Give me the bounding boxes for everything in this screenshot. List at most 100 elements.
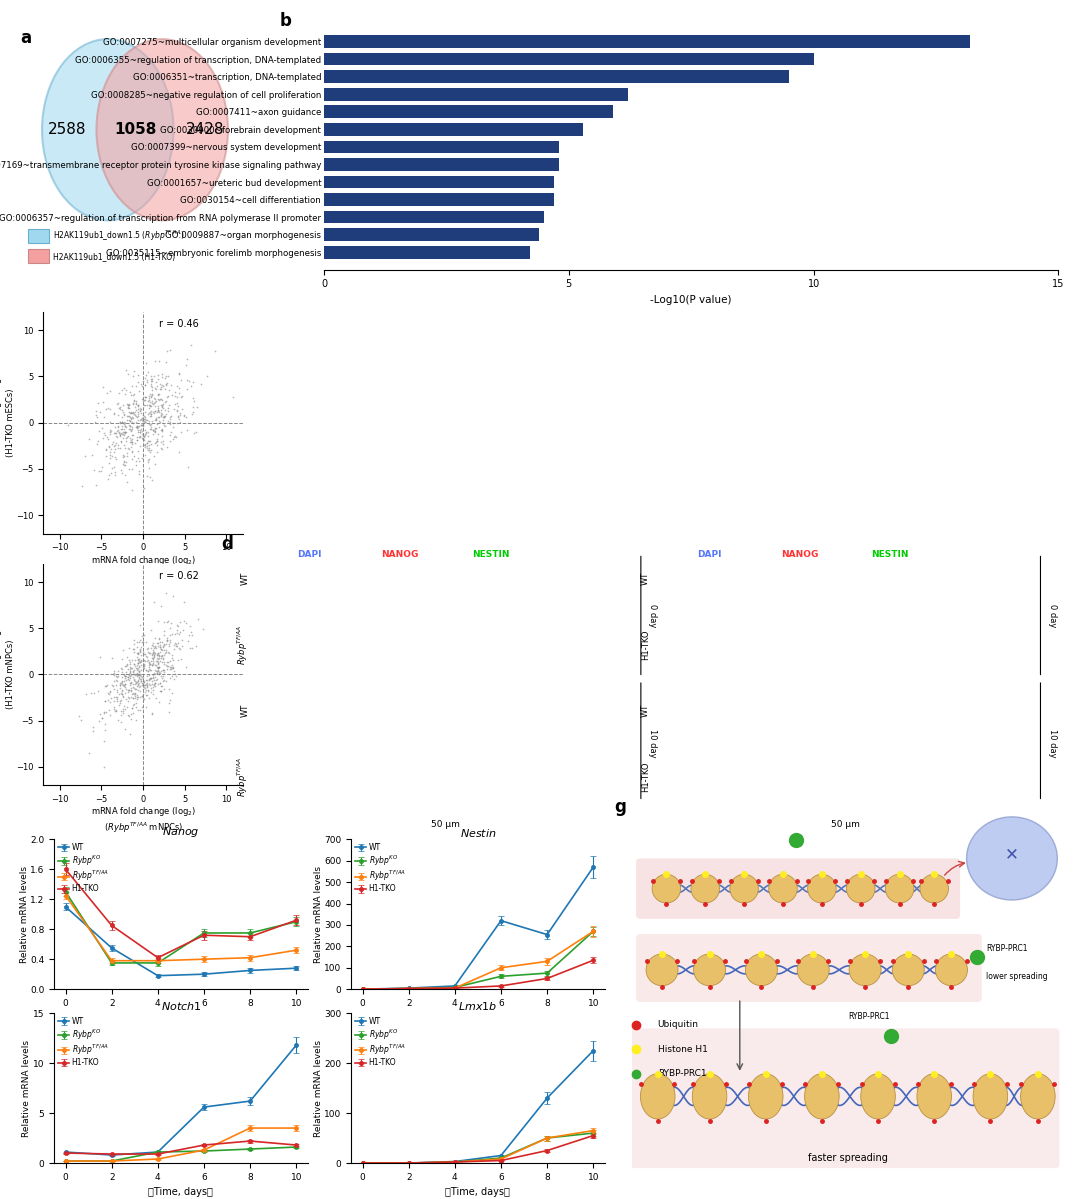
Point [106,404,123,423]
FancyBboxPatch shape [28,229,49,243]
Point [150,657,167,676]
Point [135,652,152,671]
Point [180,372,198,391]
Point [156,645,173,664]
Point [130,462,147,481]
Point [121,459,138,478]
Point [113,412,131,432]
Point [168,616,186,635]
Point [120,687,137,706]
Point [111,674,129,693]
Point [131,631,148,650]
Point [135,657,152,676]
Point [99,398,117,417]
Point [144,376,161,396]
Point [93,709,110,728]
Point [163,657,180,676]
Point [163,656,180,675]
Point [111,424,129,444]
Point [161,408,178,427]
Point [126,686,144,705]
Point [119,364,136,384]
Point [106,436,123,456]
Point [116,424,133,444]
Point [112,432,130,451]
Point [145,650,162,669]
Point [129,427,146,446]
Point [102,424,119,444]
Point [144,645,161,664]
Point [124,409,141,428]
Point [102,446,119,465]
Point [156,611,173,631]
Point [121,416,138,435]
Point [145,680,162,699]
Point [105,687,122,706]
Point [103,688,120,707]
Point [105,676,122,695]
Point [112,673,130,692]
Point [145,640,162,659]
Point [154,665,172,685]
Point [150,351,167,370]
Point [121,396,138,415]
Point [108,668,125,687]
Point [89,408,106,427]
Point [110,685,127,704]
Point [138,396,156,415]
Point [159,631,176,650]
Bar [324,123,583,135]
Point [102,422,119,441]
Point [146,388,163,408]
Point [154,435,172,454]
Point [165,635,183,655]
Point [132,700,149,719]
Point [130,671,147,691]
Point [121,411,138,430]
Point [123,417,140,436]
Point [121,670,138,689]
Text: NANOG: NANOG [781,549,819,559]
Point [117,417,134,436]
Point [140,670,158,689]
Point [137,675,154,694]
Point [168,414,186,433]
Point [153,397,171,416]
Point [121,403,138,422]
Point [121,665,138,685]
Point [138,434,156,453]
Point [138,675,156,694]
Text: RYBP-PRC1: RYBP-PRC1 [849,1012,890,1020]
Point [129,406,146,426]
Point [156,408,173,427]
Point [123,710,140,729]
Point [134,686,151,705]
Point [163,649,180,668]
Point [108,689,125,709]
Point [126,671,144,691]
Point [118,453,135,472]
Point [108,692,125,711]
Point [157,375,174,394]
Point [135,406,152,426]
Point [124,677,141,697]
Point [107,440,124,459]
Point [122,663,139,682]
Point [117,677,134,697]
Point [172,405,189,424]
Point [165,639,183,658]
Point [139,681,157,700]
Point [97,440,114,459]
Text: NESTIN: NESTIN [872,549,909,559]
Point [119,682,136,701]
Point [149,650,166,669]
Point [130,674,147,693]
Bar [324,193,554,206]
Point [148,402,165,421]
Point [145,633,162,652]
Point [160,367,177,386]
Point [130,680,147,699]
Point [117,380,134,399]
Point [148,662,165,681]
Point [135,372,152,391]
